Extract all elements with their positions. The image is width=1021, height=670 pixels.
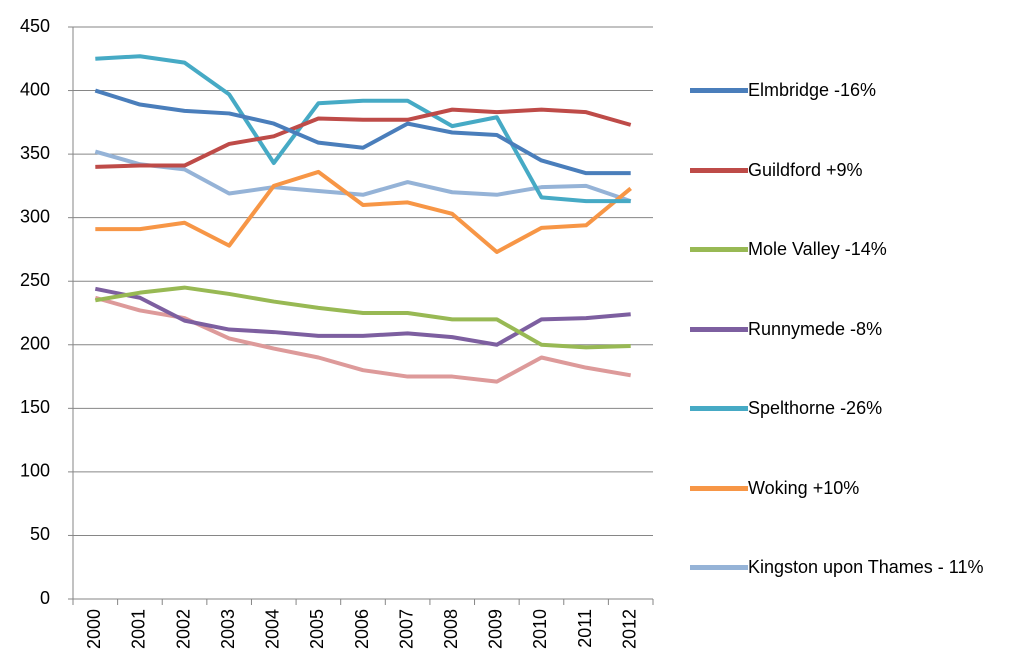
legend-label: Guildford +9% xyxy=(748,159,863,180)
series-line xyxy=(95,169,632,254)
x-tick-label: 2012 xyxy=(619,609,639,649)
y-tick-label: 0 xyxy=(40,588,50,608)
series-line xyxy=(94,295,632,384)
x-tick-label: 2007 xyxy=(396,609,416,649)
y-tick-label: 300 xyxy=(20,206,50,226)
y-tick-label: 50 xyxy=(30,524,50,544)
series-line xyxy=(94,149,632,204)
y-tick-label: 350 xyxy=(20,143,50,163)
series-line xyxy=(94,88,631,176)
y-tick-label: 250 xyxy=(20,270,50,290)
x-tick-label: 2006 xyxy=(352,609,372,649)
x-tick-label: 2003 xyxy=(218,609,238,649)
x-tick-label: 2010 xyxy=(530,609,550,649)
legend-label: Runnymede -8% xyxy=(748,318,883,339)
x-tick-label: 2004 xyxy=(263,609,283,649)
legend-entry: Spelthorne -26% xyxy=(690,395,1020,421)
series-line xyxy=(94,285,631,350)
y-tick-label: 100 xyxy=(20,461,50,481)
x-tick-label: 2005 xyxy=(307,609,327,649)
legend-swatch xyxy=(690,565,748,570)
legend-label: Mole Valley -14% xyxy=(748,239,887,259)
legend-entry: Elmbridge -16% xyxy=(690,77,1020,103)
x-tick-label: 2002 xyxy=(173,609,193,649)
legend-label: Kingston upon Thames - 11% xyxy=(748,557,984,577)
legend-swatch xyxy=(690,167,748,173)
series-line xyxy=(95,107,632,169)
legend-swatch xyxy=(690,247,748,252)
legend-entry: Woking +10% xyxy=(690,475,1020,501)
x-tick-label: 2008 xyxy=(441,609,461,649)
series-line xyxy=(95,54,631,204)
x-tick-label: 2001 xyxy=(129,609,149,649)
series-line xyxy=(94,286,631,347)
legend-entry: Runnymede -8% xyxy=(690,316,1020,342)
legend-entry: Guildford +9% xyxy=(690,157,1020,183)
y-tick-label: 450 xyxy=(20,16,50,36)
legend-swatch xyxy=(690,485,748,491)
legend-label: Spelthorne -26% xyxy=(748,398,883,418)
x-tick-label: 2000 xyxy=(84,609,104,649)
legend-label: Woking +10% xyxy=(748,477,860,498)
legend-swatch xyxy=(690,326,748,332)
legend-swatch xyxy=(690,406,748,411)
x-tick-label: 2009 xyxy=(486,609,506,649)
y-tick-label: 200 xyxy=(20,334,50,354)
legend-entry: Kingston upon Thames - 11% xyxy=(690,554,1020,580)
legend-entry: Mole Valley -14% xyxy=(690,236,1020,262)
y-tick-label: 400 xyxy=(20,79,50,99)
legend-swatch xyxy=(690,88,748,93)
legend-label: Elmbridge -16% xyxy=(748,80,877,100)
y-tick-label: 150 xyxy=(20,397,50,417)
x-tick-label: 2011 xyxy=(575,609,595,648)
